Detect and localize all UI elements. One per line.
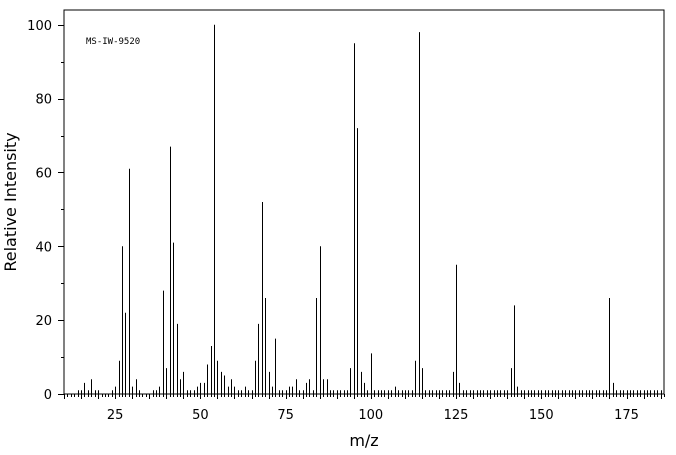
- y-tick-label: 100: [27, 19, 52, 34]
- y-tick-label: 60: [35, 166, 52, 181]
- x-tick-label: 175: [614, 408, 639, 423]
- x-tick-label: 125: [444, 408, 469, 423]
- x-tick-label: 50: [192, 408, 209, 423]
- y-tick-label: 40: [35, 240, 52, 255]
- y-tick-label: 0: [44, 388, 52, 403]
- x-axis-title: m/z: [349, 431, 378, 450]
- y-tick-label: 20: [35, 314, 52, 329]
- bar-series: [78, 24, 662, 394]
- plot-area-frame: [63, 9, 665, 395]
- y-axis-ticks: 0 20 40 60 80 100: [27, 19, 64, 403]
- x-tick-label: 25: [107, 408, 124, 423]
- y-axis-title: Relative Intensity: [1, 132, 20, 271]
- x-tick-label: 100: [358, 408, 383, 423]
- y-tick-label: 80: [35, 93, 52, 108]
- watermark-annotation: MS-IW-9520: [86, 37, 140, 47]
- x-tick-label: 75: [277, 408, 294, 423]
- x-tick-label: 150: [529, 408, 554, 423]
- x-axis-ticks: 25 50 75 100 125 150 175: [64, 394, 665, 423]
